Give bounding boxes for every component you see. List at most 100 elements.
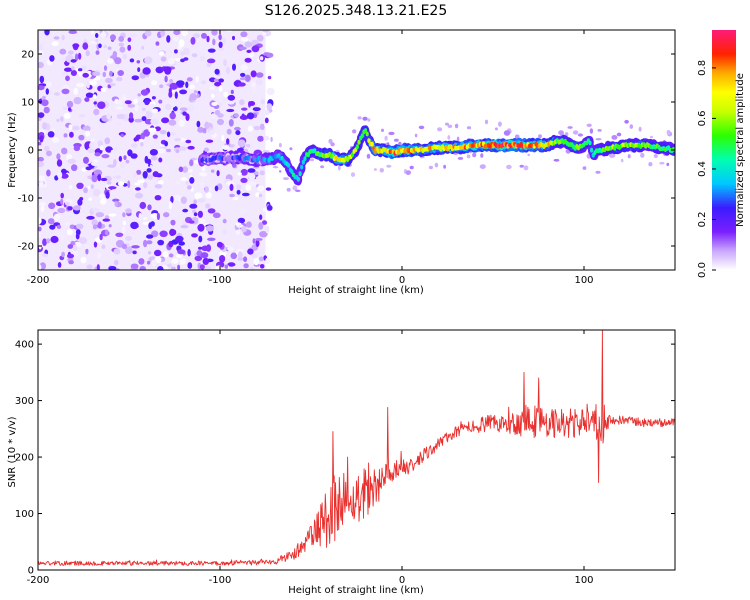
- noise-blob: [88, 197, 92, 201]
- ridge-cell: [370, 141, 374, 147]
- ridge-cell: [287, 163, 291, 168]
- ridge-cell: [355, 144, 359, 150]
- noise-blob: [218, 34, 222, 41]
- noise-blob: [125, 159, 130, 164]
- noise-blob: [212, 38, 216, 46]
- noise-blob: [235, 130, 241, 136]
- noise-blob: [253, 125, 261, 131]
- noise-blob: [114, 57, 122, 65]
- snr-x-label: Height of straight line (km): [288, 585, 424, 596]
- noise-blob: [185, 81, 189, 89]
- noise-blob: [170, 196, 174, 204]
- noise-blob: [207, 208, 216, 214]
- halo-blob: [648, 162, 653, 167]
- noise-blob: [68, 260, 74, 265]
- noise-blob: [206, 244, 212, 252]
- noise-blob: [72, 250, 79, 257]
- noise-blob: [210, 93, 215, 99]
- noise-blob: [160, 56, 167, 62]
- noise-blob: [42, 238, 47, 246]
- noise-blob: [230, 252, 238, 260]
- noise-blob: [77, 52, 82, 60]
- halo-blob: [437, 127, 443, 132]
- noise-blob: [208, 129, 216, 135]
- noise-blob: [99, 233, 103, 241]
- noise-blob: [152, 171, 159, 178]
- noise-blob: [113, 159, 117, 167]
- noise-blob: [155, 191, 161, 197]
- noise-blob: [194, 255, 203, 262]
- noise-blob: [232, 35, 235, 41]
- noise-blob: [179, 258, 187, 265]
- noise-blob: [115, 121, 122, 127]
- noise-blob: [234, 126, 241, 131]
- noise-blob: [144, 30, 152, 37]
- noise-blob: [188, 220, 195, 224]
- ridge-cell: [290, 169, 294, 175]
- noise-blob: [87, 185, 92, 189]
- noise-blob: [68, 124, 73, 131]
- noise-blob: [180, 196, 187, 204]
- noise-blob: [223, 59, 227, 67]
- noise-blob: [92, 188, 101, 197]
- noise-blob: [178, 146, 188, 151]
- noise-blob: [196, 93, 200, 99]
- noise-blob: [246, 112, 255, 120]
- noise-blob: [71, 125, 80, 131]
- noise-blob: [207, 48, 216, 53]
- noise-blob: [122, 212, 126, 218]
- noise-blob: [115, 106, 124, 110]
- noise-blob: [150, 119, 159, 125]
- noise-blob: [180, 224, 189, 229]
- snr-panel: -200 -100 0 100 0 100 200 300 400 Height of str…: [7, 329, 676, 596]
- noise-blob: [199, 264, 205, 270]
- noise-blob: [189, 203, 198, 209]
- noise-blob: [54, 175, 59, 181]
- noise-blob: [41, 99, 49, 107]
- noise-blob: [207, 58, 216, 64]
- noise-blob: [151, 259, 158, 267]
- noise-blob: [255, 72, 264, 78]
- noise-blob: [214, 185, 219, 192]
- noise-blob: [105, 191, 110, 199]
- noise-blob: [133, 137, 138, 142]
- noise-blob: [67, 206, 73, 211]
- noise-blob: [97, 221, 102, 229]
- halo-blob: [328, 138, 333, 144]
- noise-blob: [61, 34, 65, 41]
- noise-blob: [99, 193, 105, 199]
- noise-blob: [65, 75, 70, 82]
- colorbar-gradient: [712, 30, 736, 270]
- halo-blob: [527, 153, 530, 157]
- noise-blob: [159, 84, 164, 89]
- noise-blob: [198, 235, 203, 243]
- noise-blob: [134, 118, 143, 123]
- noise-blob: [206, 35, 210, 43]
- noise-blob: [267, 205, 273, 211]
- noise-blob: [49, 224, 56, 230]
- halo-blob: [595, 138, 602, 141]
- chart-title: S126.2025.348.13.21.E25: [265, 3, 448, 19]
- halo-blob: [428, 165, 433, 170]
- noise-blob: [252, 238, 256, 244]
- halo-blob: [373, 168, 377, 171]
- noise-blob: [170, 131, 176, 136]
- halo-blob: [292, 185, 298, 191]
- halo-blob: [506, 164, 512, 170]
- noise-blob: [143, 129, 151, 137]
- noise-blob: [198, 246, 202, 250]
- noise-blob: [100, 87, 107, 93]
- noise-blob: [96, 264, 100, 270]
- halo-blob: [650, 135, 653, 139]
- noise-blob: [203, 265, 211, 270]
- noise-blob: [56, 118, 60, 123]
- noise-blob: [255, 239, 260, 247]
- noise-blob: [146, 168, 152, 173]
- noise-blob: [233, 145, 238, 149]
- noise-blob: [103, 44, 107, 49]
- noise-blob: [49, 55, 55, 62]
- noise-blob: [76, 82, 85, 88]
- noise-blob: [61, 168, 67, 174]
- noise-blob: [187, 185, 192, 190]
- noise-blob: [86, 264, 93, 270]
